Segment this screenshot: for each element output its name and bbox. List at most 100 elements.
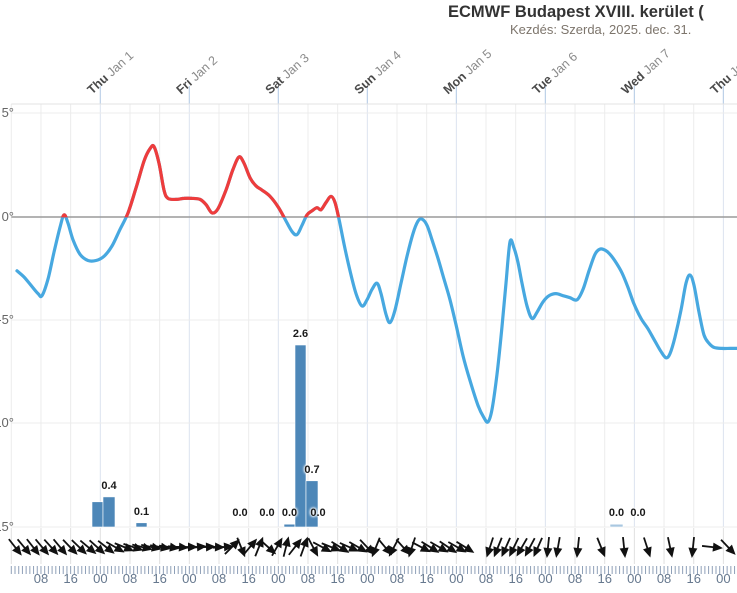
wind-arrow-icon — [16, 538, 32, 556]
y-axis-label: -15° — [0, 519, 14, 534]
wind-arrow-icon — [88, 539, 106, 555]
y-axis-label: 0° — [1, 209, 14, 224]
precip-value-label: 0.0 — [232, 507, 248, 519]
hourly-tick-comb — [10, 566, 736, 574]
wind-arrow-icon — [456, 540, 475, 553]
precip-value-label: 0.7 — [304, 463, 320, 476]
wind-arrow-icon — [224, 539, 240, 555]
wind-arrow-icon — [509, 537, 520, 557]
hour-label: 00 — [360, 571, 375, 586]
wind-arrow-icon — [281, 536, 291, 557]
hour-label: 08 — [122, 571, 138, 586]
hour-label: 00 — [182, 571, 197, 586]
wind-arrow-icon — [553, 536, 563, 558]
wind-arrow-icon — [288, 538, 302, 556]
wind-arrow-icon — [720, 539, 736, 555]
precip-value-label: 0.0 — [310, 507, 326, 519]
wind-arrow-icon — [643, 537, 652, 558]
chart-subtitle: Kezdés: Szerda, 2025. dec. 31. — [510, 22, 692, 37]
hour-label: 00 — [271, 571, 286, 586]
wind-arrow-icon — [254, 536, 264, 557]
hour-label: 00 — [93, 571, 108, 586]
wind-arrow-icon — [242, 538, 258, 556]
wind-arrow-icon — [688, 536, 698, 558]
wind-arrow-icon — [533, 537, 543, 558]
y-axis-label: 5° — [1, 105, 14, 120]
wind-arrow-icon — [43, 538, 59, 556]
wind-arrow-icon — [307, 537, 319, 557]
wind-arrow-icon — [97, 540, 115, 554]
wind-arrow-icon — [395, 538, 411, 556]
wind-arrow-icon — [429, 541, 449, 553]
wind-arrow-icon — [596, 537, 606, 558]
precipitation-bars — [91, 344, 624, 528]
precip-value-label: 0.1 — [133, 505, 150, 518]
wind-arrow-icon — [339, 542, 360, 552]
grid — [10, 86, 737, 564]
hour-label: 16 — [419, 571, 434, 586]
wind-arrow-icon — [524, 537, 536, 557]
wind-arrow-icon — [312, 541, 332, 553]
wind-arrow-icon — [348, 541, 368, 553]
wind-arrow-icon — [71, 539, 87, 555]
wind-arrow-icon — [34, 538, 50, 556]
wind-arrow-icon — [321, 542, 342, 552]
precip-bar — [294, 344, 307, 528]
hour-label: 16 — [330, 571, 345, 586]
hour-label: 00 — [627, 571, 642, 586]
wind-arrow-icon — [271, 537, 283, 557]
wind-arrow-icon — [105, 541, 125, 553]
wind-arrow-icon — [485, 537, 494, 558]
hour-label: 16 — [152, 571, 167, 586]
hour-label: 16 — [508, 571, 523, 586]
y-axis-label: -10° — [0, 415, 14, 430]
wind-arrow-icon — [26, 538, 40, 556]
temperature-line-above-zero — [60, 143, 423, 218]
wind-arrow-icon — [299, 536, 309, 557]
wind-arrow-icon — [501, 537, 511, 558]
wind-arrow-icon — [701, 542, 723, 552]
precip-value-label: 0.0 — [259, 507, 275, 519]
precip-value-label: 0.0 — [281, 507, 298, 520]
wind-arrow-icon — [52, 538, 68, 556]
hour-label: 16 — [63, 571, 78, 586]
precip-bar — [283, 523, 296, 528]
wind-arrow-icon — [665, 537, 675, 558]
hour-label: 08 — [33, 571, 49, 586]
precip-value-label: 0.0 — [608, 507, 625, 520]
wind-arrow-icon — [212, 542, 234, 552]
precip-bar — [135, 522, 148, 528]
wind-arrow-icon — [411, 541, 431, 553]
wind-arrow-icon — [331, 540, 350, 553]
wind-arrow-icon — [516, 537, 528, 557]
wind-arrows — [8, 536, 736, 558]
precip-bar — [91, 501, 104, 528]
hour-label: 08 — [656, 571, 672, 586]
wind-arrow-icon — [439, 540, 458, 554]
wind-arrow-icon — [493, 537, 503, 558]
hour-label: 00 — [449, 571, 464, 586]
wind-arrow-icon — [62, 539, 78, 555]
y-axis-label: -5° — [0, 312, 14, 327]
wind-arrow-icon — [573, 536, 583, 558]
precip-value-label: 2.6 — [292, 328, 309, 340]
hour-label: 16 — [686, 571, 701, 586]
hour-label: 08 — [567, 571, 583, 586]
hour-label: 16 — [241, 571, 256, 586]
precip-value-label: 0.4 — [101, 479, 117, 492]
wind-arrow-icon — [421, 540, 440, 553]
hour-label: 08 — [300, 571, 316, 586]
hour-label: 16 — [597, 571, 612, 586]
wind-arrow-icon — [79, 539, 97, 555]
hour-label: 08 — [389, 571, 405, 586]
temperature-line-below-zero — [15, 143, 737, 424]
hour-label: 08 — [478, 571, 494, 586]
hour-label: 00 — [538, 571, 553, 586]
precip-bar — [305, 480, 319, 528]
precip-bar — [102, 496, 116, 528]
chart-title: ECMWF Budapest XVIII. kerület ( — [448, 3, 704, 21]
wind-arrow-icon — [8, 538, 22, 556]
hour-label: 00 — [716, 571, 731, 586]
